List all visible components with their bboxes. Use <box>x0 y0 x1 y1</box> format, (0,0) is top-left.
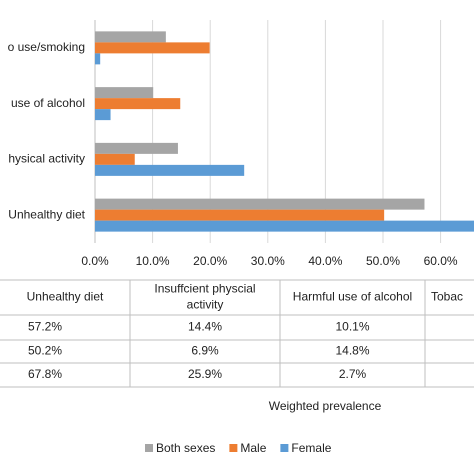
table-cell: 25.9% <box>188 367 222 381</box>
x-tick-label: 0.0% <box>81 254 109 268</box>
legend-swatch <box>229 444 238 452</box>
bar <box>95 153 135 165</box>
bar <box>95 198 425 210</box>
bar <box>95 98 181 110</box>
table-cell: 14.8% <box>335 344 369 358</box>
legend-swatch <box>145 444 153 452</box>
table-cell: 50.2% <box>28 344 62 358</box>
table-cell: 14.4% <box>188 320 222 334</box>
legend-swatch <box>280 444 289 452</box>
y-tick-label: use of alcohol <box>11 96 85 110</box>
table-cell: 57.2% <box>28 320 62 334</box>
y-tick-label: o use/smoking <box>8 40 85 54</box>
y-tick-label: Unhealthy diet <box>8 207 85 221</box>
bar <box>95 209 385 221</box>
y-tick-label: hysical activity <box>8 152 85 166</box>
table-header: Insuffcient physcial activity <box>154 282 255 312</box>
table-cell: 10.1% <box>335 320 369 334</box>
x-tick-label: 10.0% <box>136 254 170 268</box>
table-cell: 2.7% <box>339 367 367 381</box>
bar <box>95 142 178 154</box>
x-axis-label: Weighted prevalence <box>269 399 382 413</box>
bar <box>95 53 101 65</box>
table-header-line: Insuffcient physcial <box>154 282 255 296</box>
x-tick-label: 40.0% <box>308 254 342 268</box>
legend-label: Both sexes <box>156 441 215 455</box>
legend-label: Female <box>291 441 331 455</box>
legend-label: Male <box>240 441 266 455</box>
x-tick-label: 50.0% <box>366 254 400 268</box>
bar <box>95 31 166 43</box>
x-tick-label: 30.0% <box>251 254 285 268</box>
table-header: Unhealthy diet <box>27 290 104 304</box>
table-header: Harmful use of alcohol <box>293 290 412 304</box>
bar <box>95 164 245 176</box>
table-header-line: activity <box>187 298 224 312</box>
table-cell: 6.9% <box>191 344 219 358</box>
bar <box>95 42 210 54</box>
x-tick-label: 60.0% <box>424 254 458 268</box>
table-header: Tobac <box>431 290 463 304</box>
bar <box>95 109 111 121</box>
bar <box>95 87 154 99</box>
bar <box>95 220 474 232</box>
x-tick-label: 20.0% <box>193 254 227 268</box>
table-cell: 67.8% <box>28 367 62 381</box>
